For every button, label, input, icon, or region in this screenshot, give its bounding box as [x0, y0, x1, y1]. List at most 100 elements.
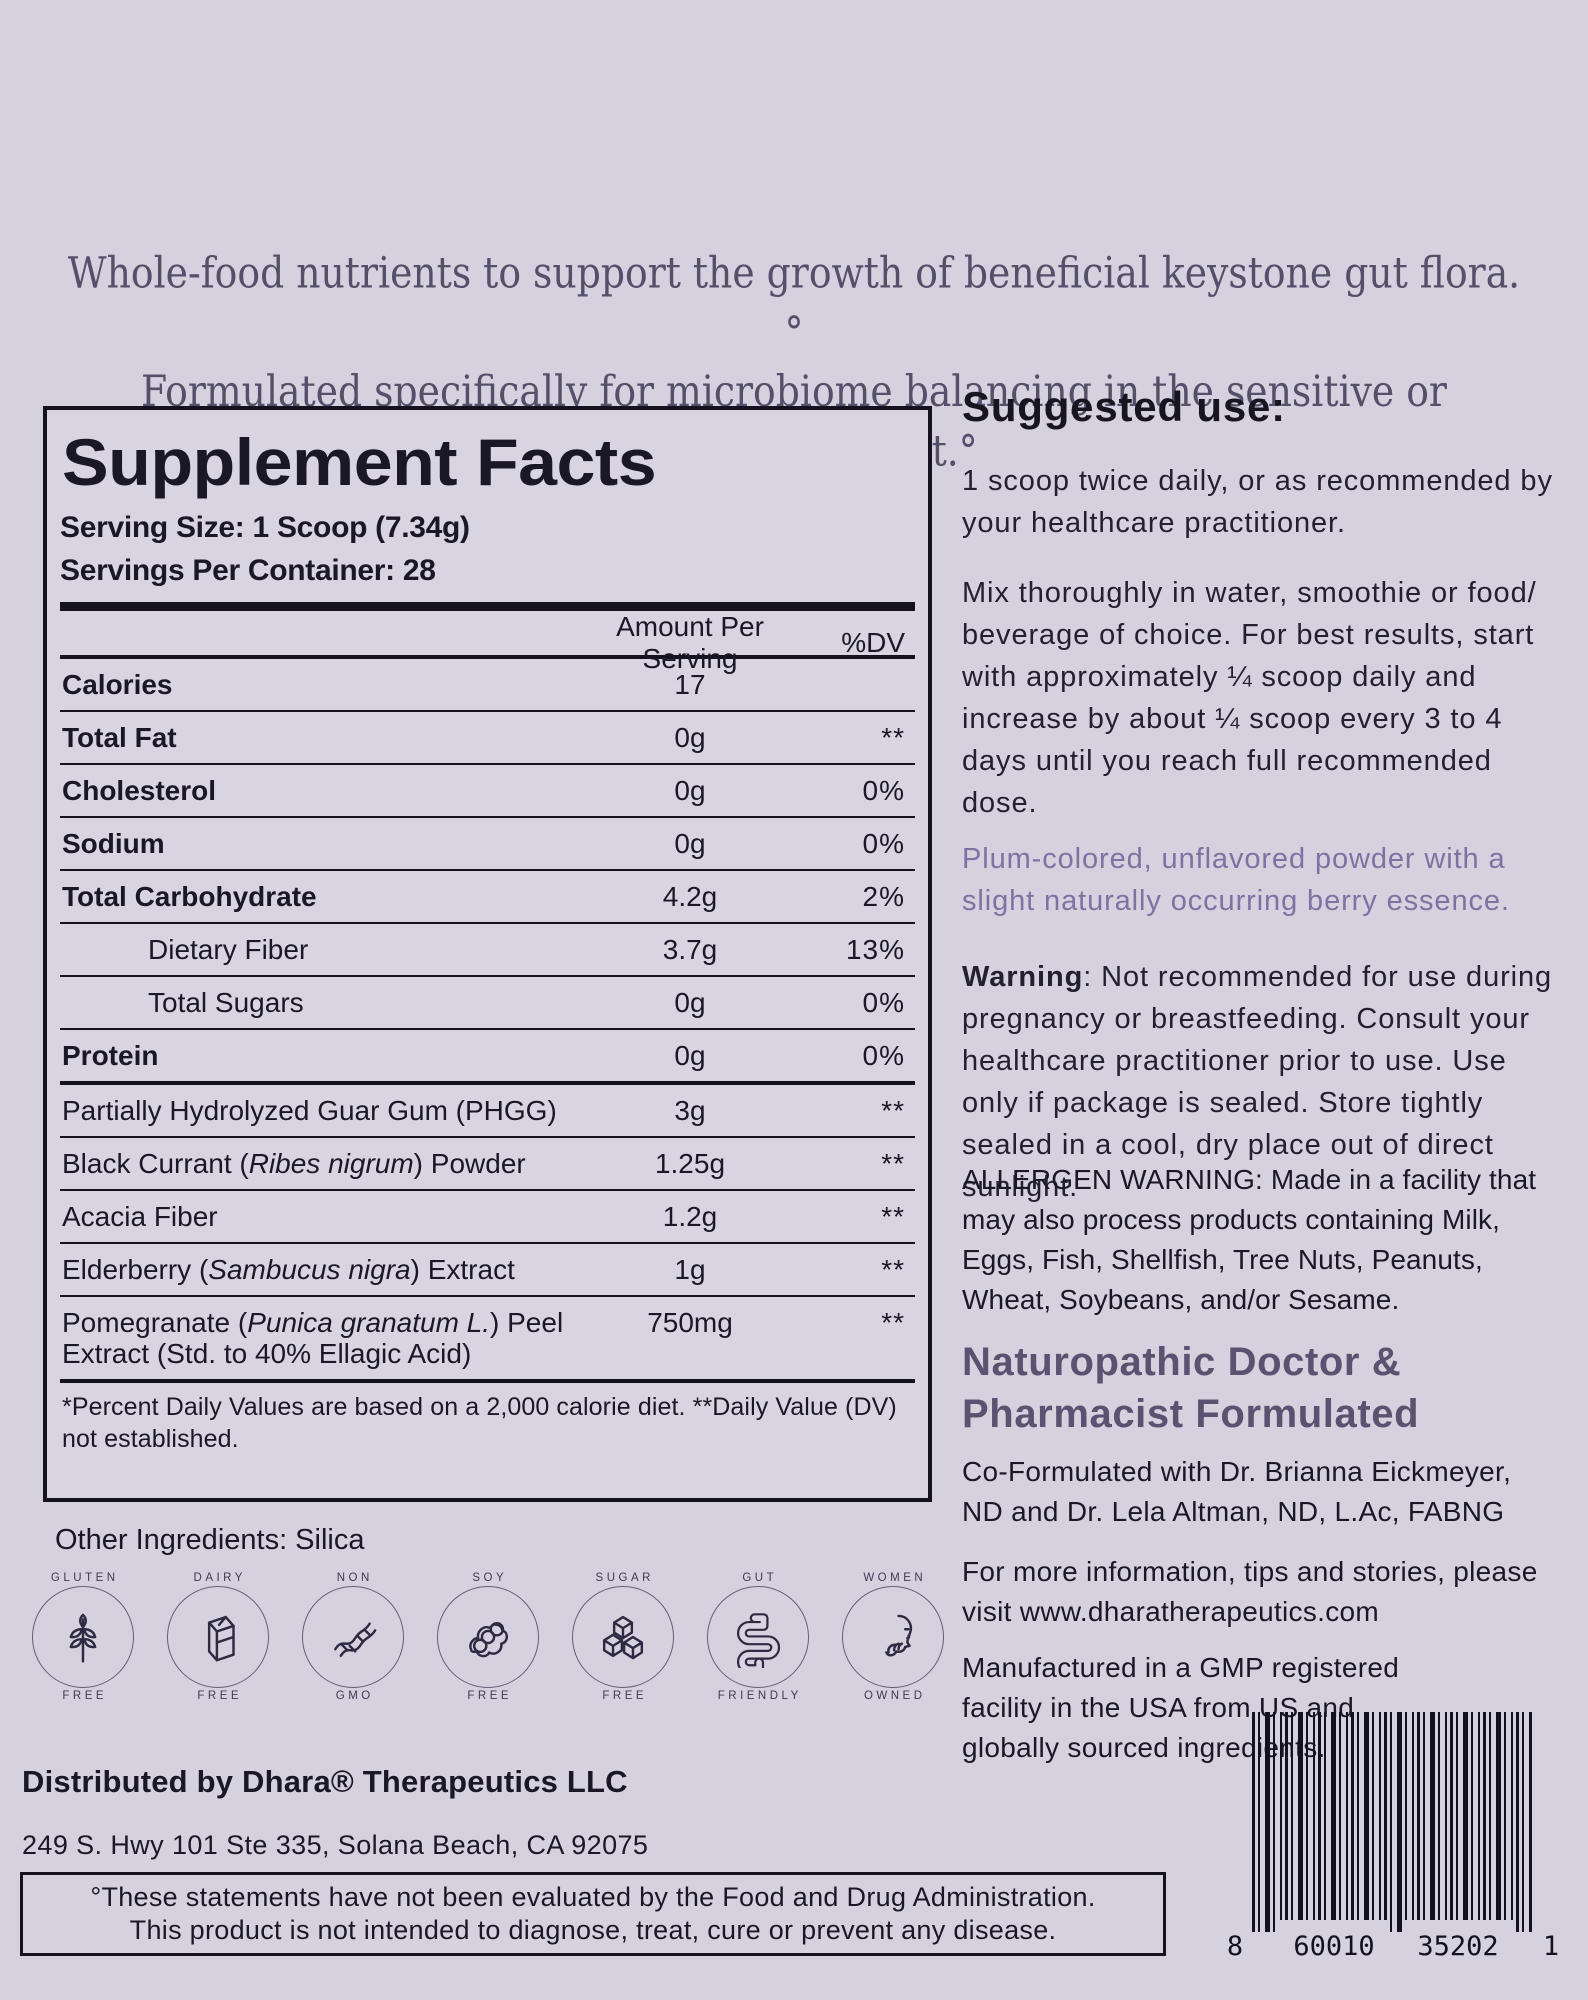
sugar-cubes-icon: [602, 1615, 644, 1660]
badge-top-label: GUT: [742, 1572, 778, 1584]
table-row: Protein 0g 0%: [60, 1028, 915, 1081]
nutrient-amount: 3.7g: [662, 934, 718, 965]
column-header-amount: Amount Per Serving: [616, 611, 764, 674]
fda-disclaimer-line2: This product is not intended to diagnose…: [129, 1915, 1057, 1945]
nutrient-dv: **: [881, 1148, 905, 1179]
nutrient-amount: 0g: [674, 828, 706, 859]
badge-circle: [167, 1586, 269, 1688]
nutrient-dv: **: [881, 1307, 905, 1338]
nutrient-dv: **: [881, 722, 905, 753]
badge-circle: [707, 1586, 809, 1688]
table-row: Pomegranate (Punica granatum L.) Peel Ex…: [60, 1295, 915, 1379]
suggested-use-paragraph-2: Mix thoroughly in water, smoothie or foo…: [962, 577, 1537, 819]
badge-milk-carton: DAIRY FREE: [157, 1572, 279, 1702]
suggested-use-paragraph-1: 1 scoop twice daily, or as recommended b…: [962, 465, 1553, 539]
more-info-text: For more information, tips and stories, …: [962, 1556, 1538, 1627]
nutrient-dv: 0%: [862, 1040, 905, 1071]
suggested-use-title: Suggested use:: [962, 383, 1286, 430]
table-row: Acacia Fiber 1.2g **: [60, 1189, 915, 1242]
fda-disclaimer-box: °These statements have not been evaluate…: [20, 1872, 1166, 1956]
badge-bottom-label: OWNED: [863, 1690, 926, 1702]
nutrient-dv: **: [881, 1095, 905, 1126]
table-row: Elderberry (Sambucus nigra) Extract 1g **: [60, 1242, 915, 1295]
formulated-heading: Naturopathic Doctor & Pharmacist Formula…: [962, 1340, 1420, 1436]
intestine-icon: [737, 1613, 781, 1668]
nutrient-dv: 0%: [862, 987, 905, 1018]
fda-disclaimer-line1: °These statements have not been evaluate…: [90, 1882, 1096, 1912]
nutrient-name: Pomegranate (Punica granatum L.) Peel Ex…: [62, 1307, 564, 1369]
nutrient-name: Total Sugars: [148, 987, 304, 1018]
table-row: Sodium 0g 0%: [60, 816, 915, 869]
servings-per-container: Servings Per Container: 28: [60, 554, 436, 587]
badge-top-label: NON: [336, 1572, 373, 1584]
barcode-digit-group1: 60010: [1278, 1920, 1390, 1962]
nutrient-amount: 0g: [674, 987, 706, 1018]
nutrient-name: Dietary Fiber: [148, 934, 309, 965]
barcode-bars: [1252, 1712, 1532, 1932]
table-row: Calories 17: [60, 659, 915, 710]
nutrient-name: Protein: [62, 1040, 159, 1071]
co-formulated-text: Co-Formulated with Dr. Brianna Eickmeyer…: [962, 1456, 1512, 1527]
badge-intestine: GUT FRIENDLY: [697, 1572, 819, 1702]
table-row: Black Currant (Ribes nigrum) Powder 1.25g…: [60, 1136, 915, 1189]
badge-circle: [842, 1586, 944, 1688]
nutrient-name: Elderberry (Sambucus nigra) Extract: [62, 1254, 515, 1285]
header-divider: [60, 655, 915, 659]
column-header-dv: %DV: [841, 627, 905, 658]
nutrient-amount: 0g: [674, 775, 706, 806]
badge-bottom-label: GMO: [335, 1690, 374, 1702]
badge-bottom-label: FREE: [602, 1690, 648, 1702]
nutrient-amount: 4.2g: [662, 881, 718, 912]
nutrient-name: Black Currant (Ribes nigrum) Powder: [62, 1148, 526, 1179]
nutrient-dv: **: [881, 1254, 905, 1285]
badge-bottom-label: FREE: [62, 1690, 108, 1702]
woman-face-icon: [885, 1614, 913, 1657]
distributor-address: 249 S. Hwy 101 Ste 335, Solana Beach, CA…: [22, 1830, 649, 1860]
wheat-icon: [69, 1613, 97, 1663]
nutrient-name: Total Carbohydrate: [62, 881, 317, 912]
badge-top-label: DAIRY: [193, 1572, 246, 1584]
table-row: Total Fat 0g **: [60, 710, 915, 763]
badge-circle: [302, 1586, 404, 1688]
badge-woman-face: WOMEN OWNED: [832, 1572, 954, 1702]
other-ingredients: Other Ingredients: Silica: [55, 1524, 365, 1556]
supplement-facts-title: Supplement Facts: [62, 425, 657, 499]
badge-dna: NON GMO: [292, 1572, 414, 1702]
badge-top-label: SUGAR: [595, 1572, 654, 1584]
warning-label: Warning: [962, 961, 1084, 993]
badge-top-label: WOMEN: [863, 1572, 927, 1584]
milk-carton-icon: [207, 1615, 235, 1662]
badge-bottom-label: FRIENDLY: [717, 1690, 802, 1702]
table-row: Total Carbohydrate 4.2g 2%: [60, 869, 915, 922]
nutrient-dv: 2%: [862, 881, 905, 912]
allergen-warning: ALLERGEN WARNING: Made in a facility tha…: [962, 1164, 1537, 1315]
nutrient-amount: 1.2g: [662, 1201, 718, 1232]
nutrient-amount: 1.25g: [654, 1148, 726, 1179]
badge-circle: [572, 1586, 674, 1688]
nutrient-name: Acacia Fiber: [62, 1201, 218, 1232]
distributor-line: Distributed by Dhara® Therapeutics LLC: [22, 1764, 628, 1799]
table-row: Partially Hydrolyzed Guar Gum (PHGG) 3g **: [60, 1081, 915, 1136]
badge-top-label: GLUTEN: [50, 1572, 119, 1584]
table-row: Total Sugars 0g 0%: [60, 975, 915, 1028]
badge-wheat: GLUTEN FREE: [22, 1572, 144, 1702]
badges-row: GLUTEN FREE DAIRY FREE NON GMO SOY: [22, 1572, 954, 1702]
badge-soybean: SOY FREE: [427, 1572, 549, 1702]
barcode-digit-group2: 35202: [1402, 1920, 1514, 1962]
serving-size: Serving Size: 1 Scoop (7.34g): [60, 511, 470, 544]
supplement-facts-panel: Supplement Facts Serving Size: 1 Scoop (…: [43, 406, 932, 1502]
table-row: Dietary Fiber 3.7g 13%: [60, 922, 915, 975]
nutrient-amount: 0g: [674, 1040, 706, 1071]
nutrient-amount: 1g: [674, 1254, 706, 1285]
nutrient-dv: 0%: [862, 828, 905, 859]
warning-paragraph: Warning: Not recommended for use during …: [962, 956, 1554, 1208]
badge-bottom-label: FREE: [467, 1690, 513, 1702]
warning-text: : Not recommended for use during pregnan…: [962, 961, 1553, 1203]
table-header-row: Amount Per Serving %DV: [60, 611, 915, 674]
nutrient-name: Calories: [62, 669, 173, 700]
dna-icon: [334, 1622, 377, 1658]
nutrient-dv: **: [881, 1201, 905, 1232]
nutrient-name: Total Fat: [62, 722, 177, 753]
upc-barcode: 8 60010 35202 1: [1222, 1712, 1562, 1962]
thick-divider: [60, 602, 915, 611]
